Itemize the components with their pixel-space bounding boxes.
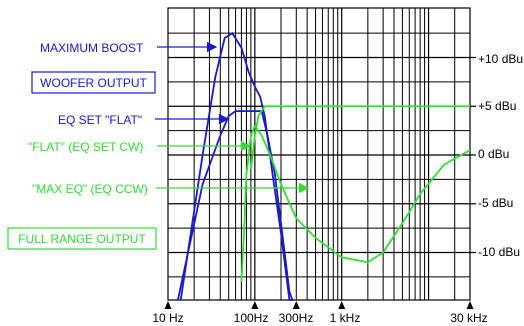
- x-tick-marker: [251, 301, 259, 309]
- y-axis-labels: +10 dBu +5 dBu 0 dBu -5 dBu -10 dBu: [478, 52, 523, 259]
- full-range-output-box: [7, 227, 157, 250]
- x-tick-marker: [164, 301, 172, 309]
- curves: [177, 32, 471, 301]
- x-tick-label: 30 kHz: [450, 311, 487, 325]
- series-line: [250, 105, 470, 170]
- x-tick-label: 1 kHz: [330, 311, 361, 325]
- annotations: MAXIMUM BOOST WOOFER OUTPUT EQ SET "FLAT…: [7, 41, 310, 250]
- x-tick-marker: [466, 301, 474, 309]
- x-tick-label: 100Hz: [234, 311, 269, 325]
- annotation-flat-eq-set-cw: "FLAT" (EQ SET CW): [28, 140, 143, 154]
- y-tick-label: -5 dBu: [478, 196, 513, 210]
- x-tick-label: 10 Hz: [152, 311, 183, 325]
- x-tick-marker: [338, 301, 346, 309]
- axis-ticks: [164, 56, 476, 309]
- y-tick-label: -10 dBu: [478, 245, 520, 259]
- series-line: [177, 110, 294, 301]
- y-tick-label: 0 dBu: [478, 147, 509, 161]
- woofer-output-box: [31, 71, 156, 94]
- annotation-woofer-output: WOOFER OUTPUT: [40, 76, 147, 90]
- annotation-max-eq-ccw: "MAX EQ" (EQ CCW): [32, 182, 148, 196]
- series-line: [179, 32, 294, 301]
- x-tick-label: 300Hz: [279, 311, 314, 325]
- x-tick-marker: [292, 301, 300, 309]
- grid: [167, 7, 471, 301]
- annotation-full-range-output: FULL RANGE OUTPUT: [18, 232, 146, 246]
- annotation-maximum-boost: MAXIMUM BOOST: [40, 41, 144, 55]
- plot-frame: [167, 7, 471, 301]
- x-axis-labels: 10 Hz 100Hz 300Hz 1 kHz 30 kHz: [152, 311, 487, 325]
- y-tick-label: +10 dBu: [478, 52, 523, 66]
- annotation-eq-set-flat: EQ SET "FLAT": [58, 113, 142, 127]
- y-tick-label: +5 dBu: [478, 99, 516, 113]
